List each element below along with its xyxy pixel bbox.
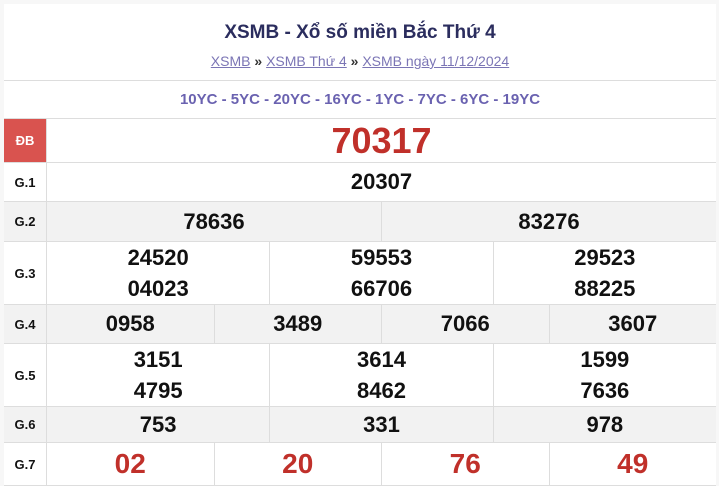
special-codes: 10YC - 5YC - 20YC - 16YC - 1YC - 7YC - 6…: [4, 81, 716, 119]
prize-row-g1: G.1 20307: [4, 163, 716, 202]
prize-number: 3607: [608, 311, 658, 336]
prize-label: G.1: [4, 163, 47, 201]
prize-cell: 29523 88225: [492, 242, 716, 304]
prize-row-db: ĐB 70317: [4, 119, 716, 163]
prize-label: ĐB: [4, 119, 47, 162]
prize-row-g6: G.6 753 331 978: [4, 407, 716, 443]
breadcrumb-xsmb-thu4[interactable]: XSMB Thứ 4: [266, 53, 347, 69]
prize-cell: 20307: [47, 163, 716, 201]
prize-number: 4795: [133, 377, 183, 403]
prize-cell: 3607: [548, 305, 717, 343]
prize-number: 331: [363, 411, 400, 437]
prize-cell: 753: [47, 407, 269, 442]
prize-number: 7636: [580, 377, 630, 403]
prize-cell: 3489: [213, 305, 382, 343]
breadcrumb-separator: »: [350, 53, 359, 69]
prize-row-g4: G.4 0958 3489 7066 3607: [4, 305, 716, 344]
prize-number: 04023: [127, 275, 189, 301]
prize-row-g3: G.3 24520 04023 59553 66706 29523 88225: [4, 242, 716, 305]
breadcrumb-xsmb-date[interactable]: XSMB ngày 11/12/2024: [362, 53, 510, 69]
prize-cell: 20: [213, 443, 382, 485]
prize-cell: 978: [492, 407, 716, 442]
results-card: XSMB - Xổ số miền Bắc Thứ 4 XSMB » XSMB …: [4, 4, 716, 486]
prize-label: G.4: [4, 305, 47, 343]
prize-number: 978: [586, 411, 624, 437]
prize-cell: 70317: [47, 119, 716, 162]
prize-label: G.2: [4, 202, 47, 241]
prize-cell: 1599 7636: [492, 344, 716, 406]
prize-row-g5: G.5 3151 4795 3614 8462 1599 7636: [4, 344, 716, 407]
prize-cell: 3151 4795: [47, 344, 269, 406]
prize-cell: 78636: [47, 202, 381, 241]
prize-number: 3614: [357, 346, 406, 372]
breadcrumb: XSMB » XSMB Thứ 4 » XSMB ngày 11/12/2024: [4, 53, 716, 69]
prize-cell: 76: [381, 443, 549, 485]
prize-number: 59553: [350, 244, 413, 270]
prize-cell: 24520 04023: [47, 242, 269, 304]
prize-number: 24520: [127, 244, 189, 270]
prize-number: 49: [617, 448, 649, 479]
prize-number: 753: [139, 411, 177, 437]
prize-number: 3151: [133, 346, 183, 372]
prize-cell: 0958: [47, 305, 214, 343]
prize-number: 66706: [350, 275, 413, 301]
prize-cell: 3614 8462: [269, 344, 492, 406]
prize-cell: 331: [269, 407, 492, 442]
breadcrumb-xsmb[interactable]: XSMB: [210, 53, 251, 69]
prize-number: 88225: [574, 275, 636, 301]
prize-cell: 02: [47, 443, 214, 485]
header: XSMB - Xổ số miền Bắc Thứ 4 XSMB » XSMB …: [4, 4, 716, 81]
prize-cell: 59553 66706: [269, 242, 492, 304]
prize-row-g7: G.7 02 20 76 49: [4, 443, 716, 486]
breadcrumb-separator: »: [254, 53, 263, 69]
prize-number: 7066: [440, 311, 490, 336]
prize-cell: 49: [548, 443, 717, 485]
page-title: XSMB - Xổ số miền Bắc Thứ 4: [224, 22, 496, 43]
prize-number: 20: [282, 448, 314, 479]
prize-number: 02: [114, 448, 146, 479]
prize-number: 76: [449, 448, 481, 479]
prize-label: G.3: [4, 242, 47, 304]
prize-number: 70317: [331, 119, 432, 161]
prize-number: 83276: [518, 208, 580, 234]
prize-number: 8462: [357, 377, 406, 403]
prize-cell: 7066: [381, 305, 549, 343]
prize-row-g2: G.2 78636 83276: [4, 202, 716, 242]
prize-number: 3489: [273, 311, 323, 336]
prize-cell: 83276: [381, 202, 716, 241]
prize-label: G.7: [4, 443, 47, 485]
prize-label: G.6: [4, 407, 47, 442]
prize-number: 20307: [350, 169, 413, 194]
prize-number: 0958: [105, 311, 155, 336]
prize-number: 78636: [183, 208, 245, 234]
prize-number: 29523: [574, 244, 636, 270]
prize-label: G.5: [4, 344, 47, 406]
prize-number: 1599: [580, 346, 630, 372]
